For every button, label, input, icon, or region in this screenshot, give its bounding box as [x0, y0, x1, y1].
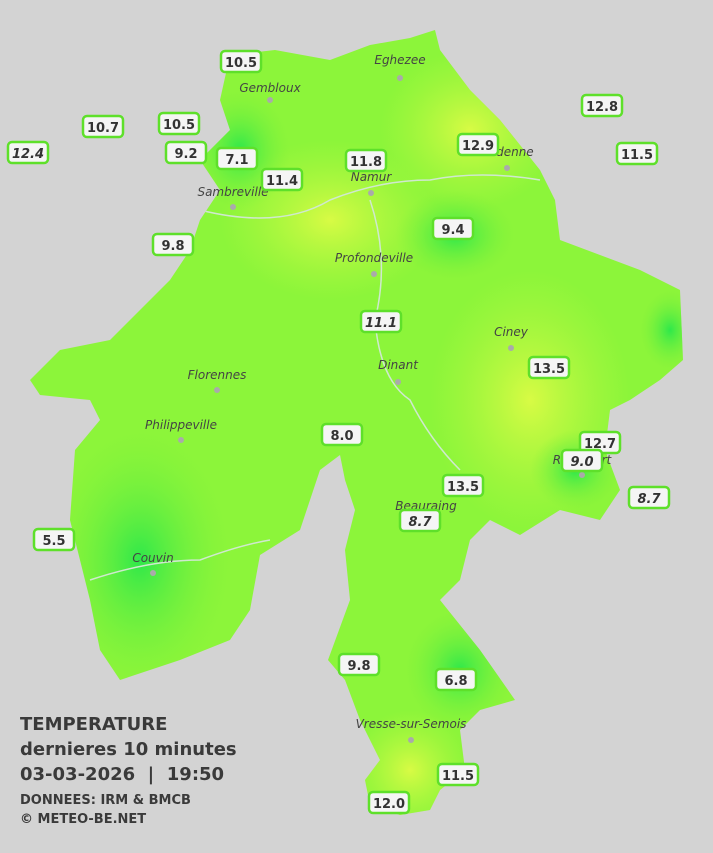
- station-value: 10.5: [163, 118, 195, 133]
- station-value: 13.5: [533, 362, 565, 377]
- city-dot: [230, 204, 236, 210]
- station-box: [151, 232, 195, 257]
- station-value: 13.5: [447, 480, 479, 495]
- station-value: 12.7: [584, 437, 616, 452]
- city-dot: [508, 345, 514, 351]
- station-value: 11.1: [365, 316, 397, 331]
- station-value: 12.8: [586, 100, 618, 115]
- station-value: 10.7: [87, 121, 119, 136]
- station-box: [367, 790, 411, 815]
- station-box: [157, 111, 201, 136]
- station-value: 8.7: [637, 492, 661, 507]
- subtitle: dernieres 10 minutes: [20, 739, 237, 760]
- station-value: 8.0: [330, 429, 353, 444]
- station-value: 11.4: [266, 174, 298, 189]
- station-box: [320, 422, 364, 447]
- station-value: 11.5: [621, 148, 653, 163]
- city-label: Gembloux: [239, 81, 301, 95]
- city-dot: [371, 271, 377, 277]
- station-value: 9.8: [347, 659, 370, 674]
- datetime: 03-03-2026 | 19:50: [20, 764, 224, 785]
- station-box: [627, 485, 671, 510]
- city-label: Florennes: [188, 368, 247, 382]
- station-value: 12.4: [12, 147, 44, 162]
- station-box: [456, 132, 500, 157]
- city-dot: [395, 379, 401, 385]
- city-dot: [267, 97, 273, 103]
- station-box: [81, 114, 125, 139]
- station-box: [337, 652, 381, 677]
- city-label: Profondeville: [335, 251, 413, 265]
- city-label: Dinant: [378, 358, 419, 372]
- city-label: Namur: [351, 170, 393, 184]
- city-label: Philippeville: [145, 418, 217, 432]
- city-dot: [214, 387, 220, 393]
- city-dot: [408, 737, 414, 743]
- city-dot: [150, 570, 156, 576]
- copyright: © METEO-BE.NET: [20, 812, 146, 827]
- station-box: [527, 355, 571, 380]
- station-box: [398, 508, 442, 533]
- station-box: [215, 146, 259, 171]
- station-box: [431, 216, 475, 241]
- city-label: Vresse-sur-Semois: [356, 717, 467, 731]
- city-label: Sambreville: [197, 185, 268, 199]
- station-value: 12.0: [373, 797, 405, 812]
- city-dot: [368, 190, 374, 196]
- station-box: [344, 148, 388, 173]
- station-box: [434, 667, 478, 692]
- city-label: Couvin: [132, 551, 173, 565]
- station-value: 6.8: [444, 674, 467, 689]
- station-box: [560, 448, 604, 473]
- station-value: 7.1: [225, 153, 248, 168]
- city-dot: [397, 75, 403, 81]
- station-box: [164, 140, 208, 165]
- title: TEMPERATURE: [20, 714, 167, 735]
- station-box: [6, 140, 50, 165]
- station-value: 11.5: [442, 769, 474, 784]
- station-value: 10.5: [225, 56, 257, 71]
- station-value: 9.8: [161, 239, 184, 254]
- station-value: 9.0: [570, 455, 593, 470]
- source: DONNEES: IRM & BMCB: [20, 793, 191, 808]
- station-value: 9.4: [441, 223, 464, 238]
- station-box: [441, 473, 485, 498]
- station-value: 5.5: [42, 534, 65, 549]
- station-box: [615, 141, 659, 166]
- station-box: [32, 527, 76, 552]
- station-value: 9.2: [174, 147, 197, 162]
- city-dot: [579, 472, 585, 478]
- station-box: [359, 309, 403, 334]
- station-box: [260, 167, 304, 192]
- station-box: [219, 49, 263, 74]
- station-value: 12.9: [462, 139, 494, 154]
- station-box: [436, 762, 480, 787]
- station-value: 11.8: [350, 155, 382, 170]
- city-dot: [178, 437, 184, 443]
- city-dot: [504, 165, 510, 171]
- station-box: [580, 93, 624, 118]
- city-label: Eghezee: [374, 53, 425, 67]
- station-value: 8.7: [408, 515, 432, 530]
- city-label: Ciney: [494, 325, 529, 339]
